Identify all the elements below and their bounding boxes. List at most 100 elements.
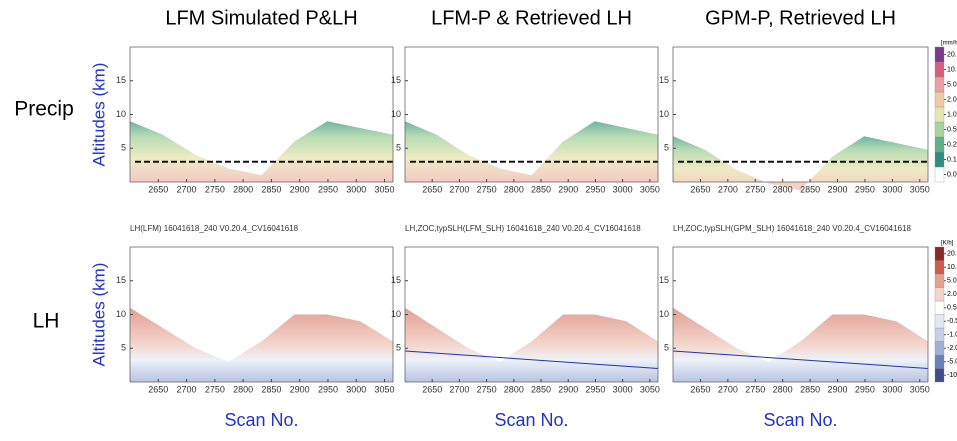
x-tick-label: 2700 — [449, 184, 469, 194]
x-tick-label: 3000 — [613, 384, 633, 394]
panel-title: LFM Simulated P&LH — [165, 7, 357, 29]
colorbar-cell — [934, 300, 945, 315]
x-tick-label: 2950 — [855, 384, 875, 394]
colorbar-cell — [934, 314, 945, 329]
panel-subtitle: LH,ZOC,typSLH(LFM_SLH) 16041618_240 V0.2… — [405, 224, 641, 233]
x-tick-label: 2800 — [233, 184, 253, 194]
field-shading — [130, 307, 393, 382]
x-tick-label: 3000 — [882, 384, 902, 394]
x-tick-label: 2800 — [233, 384, 253, 394]
x-tick-label: 2750 — [205, 184, 225, 194]
y-tick-label: 5 — [664, 143, 669, 153]
y-tick-label: 10 — [116, 109, 126, 119]
x-tick-label: 2700 — [177, 184, 197, 194]
colorbar-tick-label: 10.0 — [947, 66, 957, 73]
x-tick-label: 2650 — [422, 184, 442, 194]
y-tick-label: 10 — [391, 109, 401, 119]
colorbar-cell — [934, 76, 945, 93]
colorbar-cell — [934, 166, 945, 183]
colorbar-tick-label: 5.0 — [947, 81, 957, 88]
colorbar-tick-label: 2.0 — [947, 96, 957, 103]
y-tick-label: 10 — [659, 109, 669, 119]
x-tick-label: 2800 — [773, 184, 793, 194]
colorbar-cell — [934, 106, 945, 123]
y-tick-label: 5 — [396, 343, 401, 353]
x-tick-label: 3050 — [910, 184, 930, 194]
x-tick-label: 3000 — [882, 184, 902, 194]
x-tick-label: 2900 — [828, 384, 848, 394]
x-tick-label: 3050 — [910, 384, 930, 394]
colorbar-tick-label: -10.0 — [947, 372, 957, 379]
field-shading — [405, 307, 658, 382]
x-tick-label: 2950 — [318, 184, 338, 194]
x-tick-label: 2750 — [745, 384, 765, 394]
panel-subtitle: LH(LFM) 16041618_240 V0.20.4_CV16041618 — [130, 224, 299, 233]
field-shading — [130, 121, 393, 182]
x-tick-label: 2800 — [504, 184, 524, 194]
y-tick-label: 15 — [391, 75, 401, 85]
x-tick-label: 2950 — [585, 184, 605, 194]
x-tick-label: 2650 — [690, 384, 710, 394]
panel-title: LFM-P & Retrieved LH — [431, 7, 632, 29]
colorbar-unit: [mm/h] — [941, 41, 957, 47]
x-tick-label: 3000 — [613, 184, 633, 194]
y-tick-label: 15 — [116, 275, 126, 285]
colorbar-cell — [934, 341, 945, 356]
colorbar-unit: [K/h] — [941, 241, 954, 247]
x-tick-label: 2650 — [690, 184, 710, 194]
colorbar-tick-label: -0.5 — [947, 318, 957, 325]
y-tick-label: 5 — [396, 143, 401, 153]
colorbar-cell — [934, 260, 945, 275]
x-tick-label: 2950 — [855, 184, 875, 194]
x-tick-label: 2950 — [585, 384, 605, 394]
colorbar-cell — [934, 91, 945, 108]
field-shading — [673, 136, 928, 191]
x-tick-label: 3000 — [346, 384, 366, 394]
colorbar-cell — [934, 46, 945, 63]
x-axis-label: Scan No. — [224, 410, 298, 430]
y-axis-label: Altitudes (km) — [89, 63, 108, 167]
field-shading — [405, 121, 658, 182]
x-tick-label: 2650 — [148, 184, 168, 194]
colorbar-tick-label: -5.0 — [947, 359, 957, 366]
colorbar-tick-label: 20.0 — [947, 51, 957, 58]
colorbar-tick-label: -1.0 — [947, 332, 957, 339]
colorbar-cell — [934, 354, 945, 369]
colorbar-cell — [934, 151, 945, 168]
colorbar-tick-label: 0.5 — [947, 126, 957, 133]
row-label: LH — [33, 310, 60, 333]
x-tick-label: 3050 — [375, 384, 395, 394]
x-tick-label: 2700 — [718, 184, 738, 194]
x-tick-label: 2850 — [531, 384, 551, 394]
x-tick-label: 2900 — [290, 184, 310, 194]
x-tick-label: 2850 — [800, 384, 820, 394]
x-tick-label: 2800 — [773, 384, 793, 394]
colorbar-tick-label: 0.0 — [947, 171, 957, 178]
x-axis-label: Scan No. — [763, 410, 837, 430]
colorbar-cell — [934, 121, 945, 138]
colorbar-cell — [934, 287, 945, 302]
x-tick-label: 2900 — [290, 384, 310, 394]
colorbar-cell — [934, 136, 945, 153]
x-tick-label: 2900 — [558, 384, 578, 394]
row-label: Precip — [14, 98, 74, 121]
colorbar-tick-label: 5.0 — [947, 278, 957, 285]
colorbar-tick-label: -2.0 — [947, 345, 957, 352]
y-axis-label: Altitudes (km) — [89, 263, 108, 367]
x-tick-label: 2800 — [504, 384, 524, 394]
y-tick-label: 15 — [391, 275, 401, 285]
y-tick-label: 5 — [664, 343, 669, 353]
x-tick-label: 2650 — [422, 384, 442, 394]
x-tick-label: 2850 — [800, 184, 820, 194]
colorbar-tick-label: 0.1 — [947, 156, 957, 163]
x-tick-label: 2750 — [205, 384, 225, 394]
x-tick-label: 2650 — [148, 384, 168, 394]
x-tick-label: 2750 — [477, 184, 497, 194]
y-tick-label: 15 — [659, 275, 669, 285]
field-shading — [673, 307, 928, 382]
x-tick-label: 2700 — [177, 384, 197, 394]
x-tick-label: 2900 — [558, 184, 578, 194]
x-tick-label: 2900 — [828, 184, 848, 194]
y-tick-label: 5 — [121, 143, 126, 153]
